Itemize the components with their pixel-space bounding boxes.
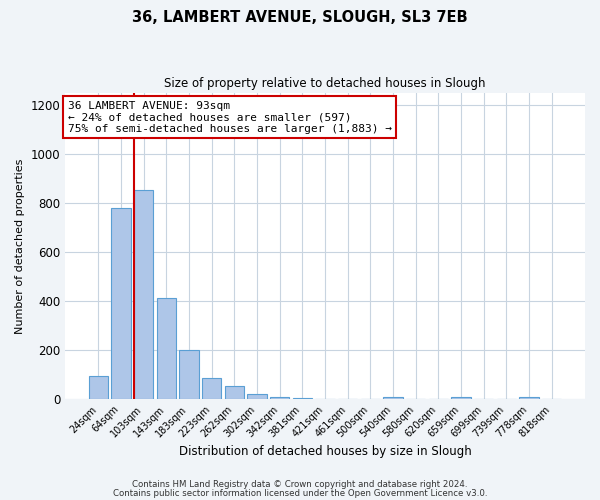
Bar [270,397,289,399]
Text: 36, LAMBERT AVENUE, SLOUGH, SL3 7EB: 36, LAMBERT AVENUE, SLOUGH, SL3 7EB [132,10,468,25]
X-axis label: Distribution of detached houses by size in Slough: Distribution of detached houses by size … [179,444,472,458]
Title: Size of property relative to detached houses in Slough: Size of property relative to detached ho… [164,78,486,90]
Bar [247,394,267,399]
Bar [202,378,221,399]
Bar [112,208,131,399]
Bar [293,398,312,399]
Bar [179,350,199,399]
Bar [383,397,403,399]
Text: 36 LAMBERT AVENUE: 93sqm
← 24% of detached houses are smaller (597)
75% of semi-: 36 LAMBERT AVENUE: 93sqm ← 24% of detach… [68,100,392,134]
Bar [89,376,108,399]
Y-axis label: Number of detached properties: Number of detached properties [15,158,25,334]
Bar [134,190,154,399]
Bar [520,397,539,399]
Bar [225,386,244,399]
Text: Contains public sector information licensed under the Open Government Licence v3: Contains public sector information licen… [113,489,487,498]
Text: Contains HM Land Registry data © Crown copyright and database right 2024.: Contains HM Land Registry data © Crown c… [132,480,468,489]
Bar [157,298,176,399]
Bar [451,397,471,399]
